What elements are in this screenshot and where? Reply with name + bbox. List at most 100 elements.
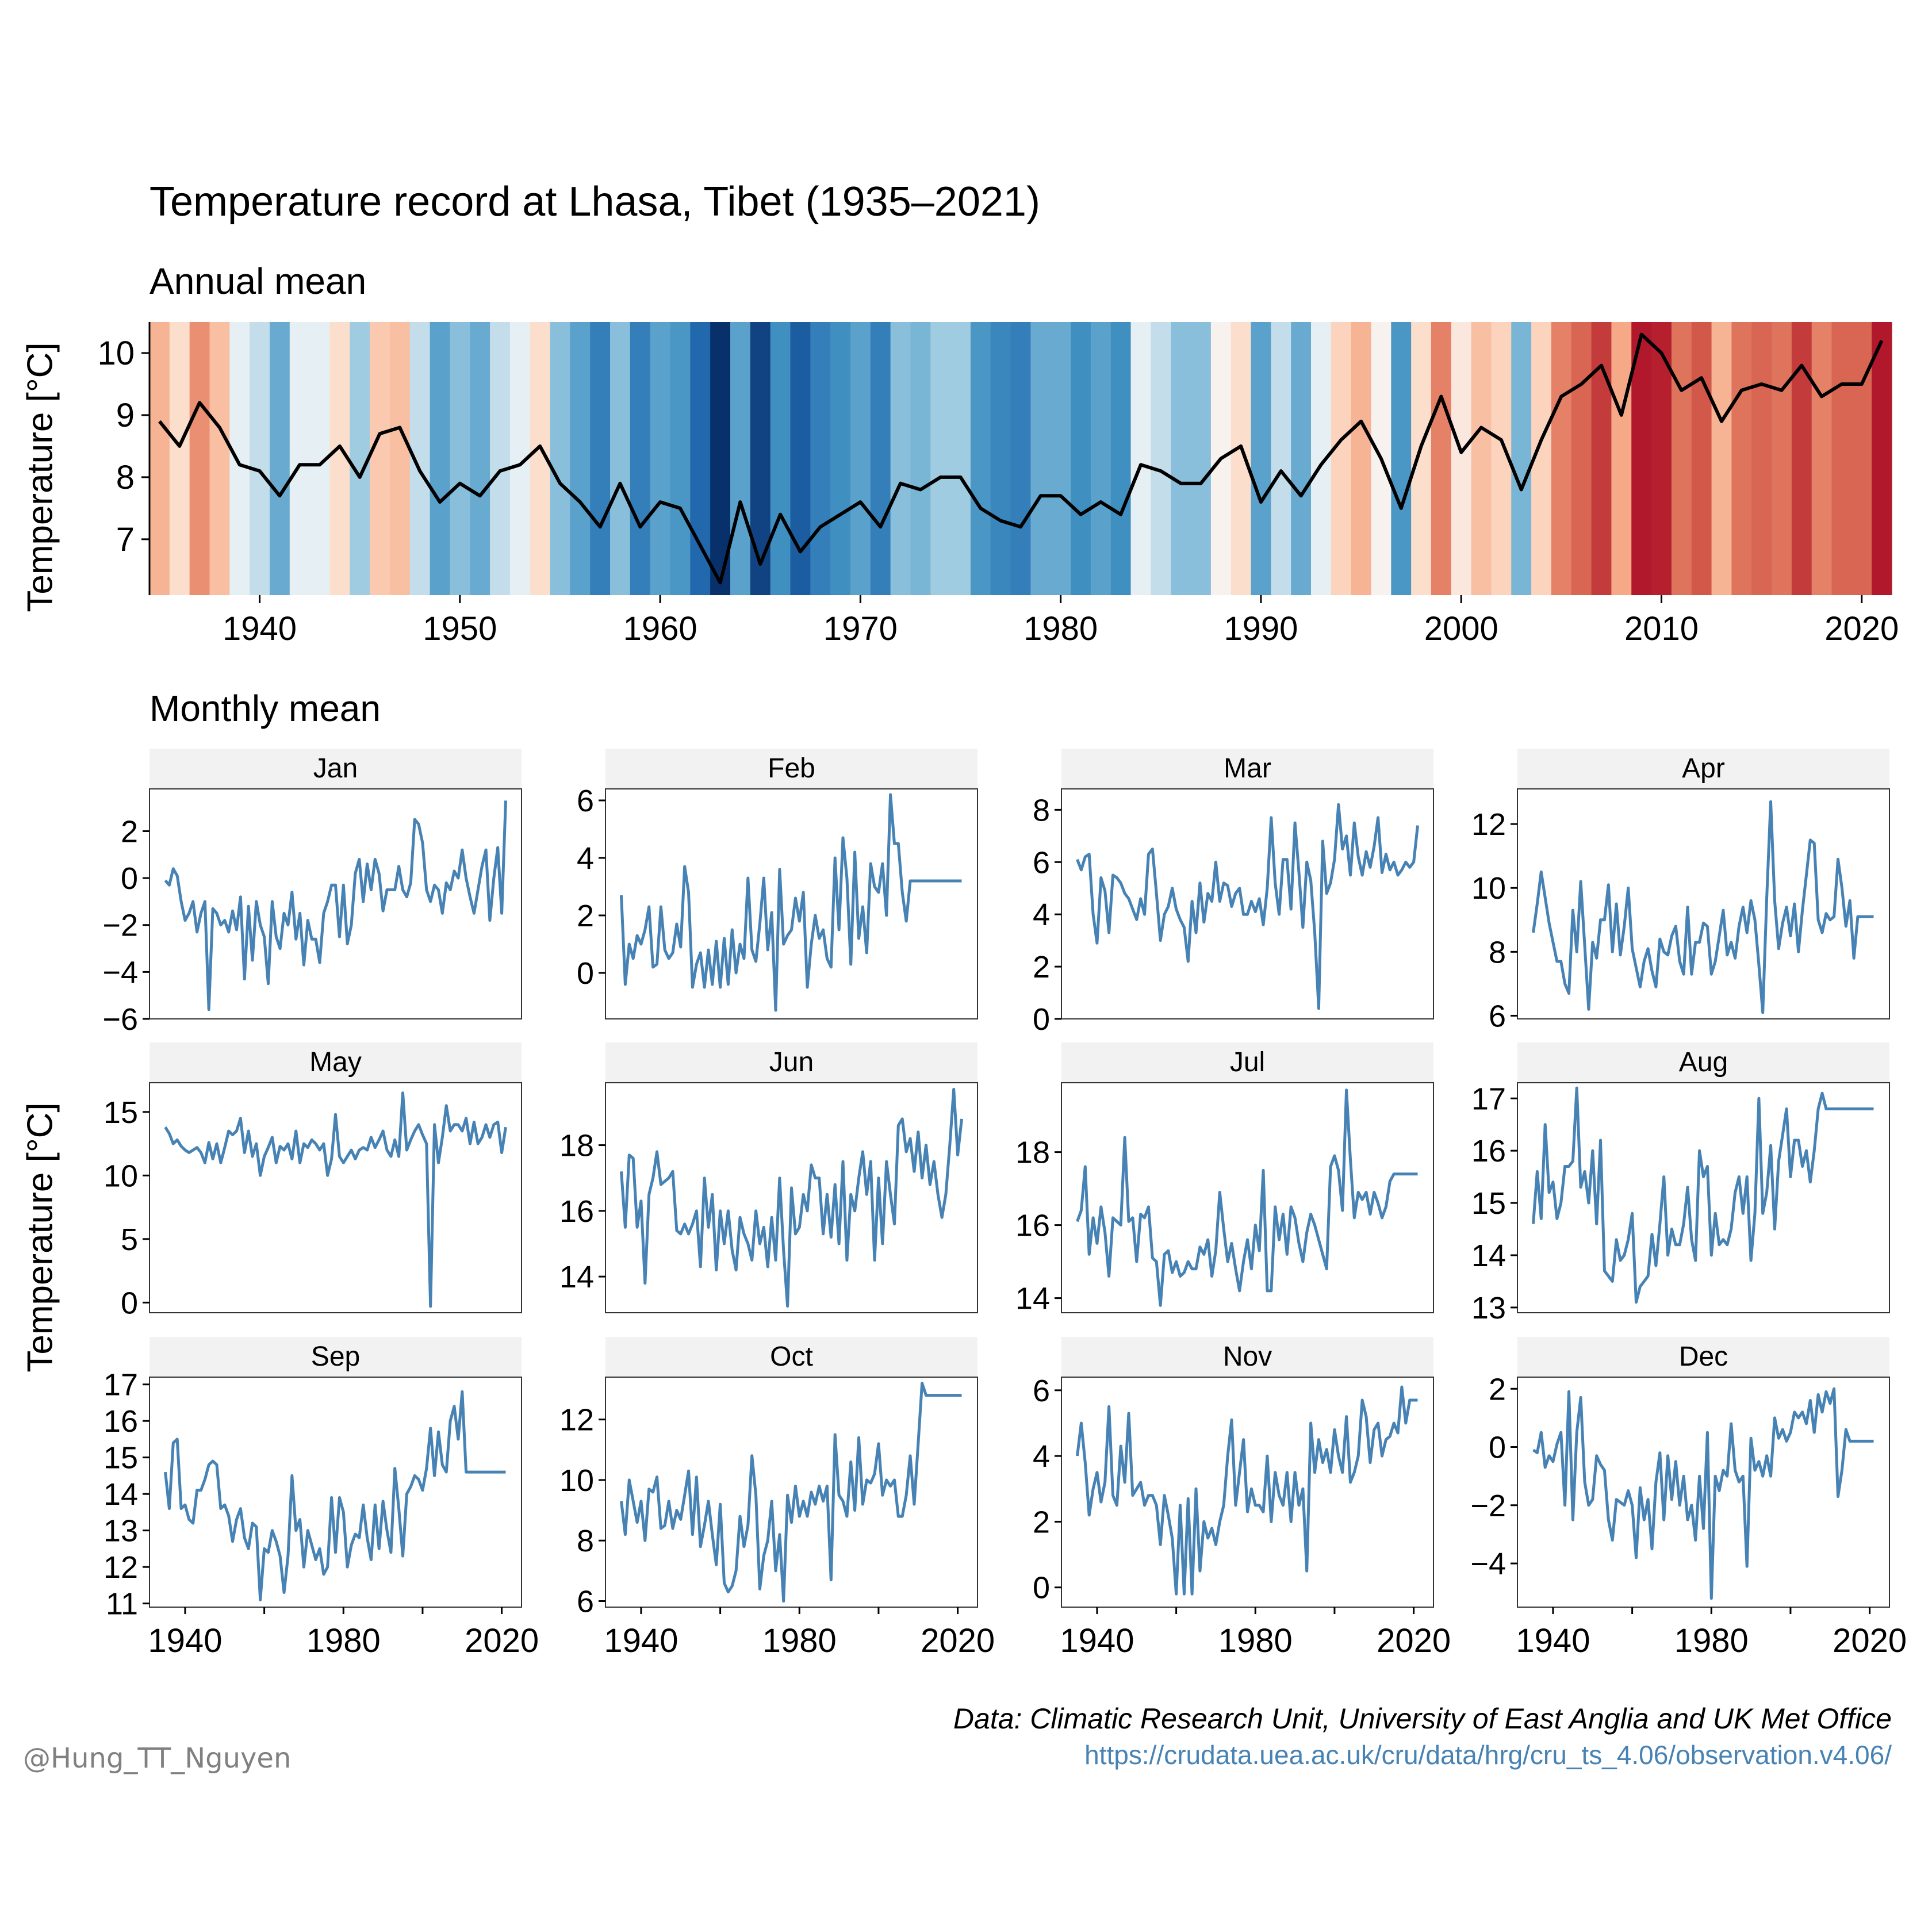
monthly-series-line xyxy=(1532,1387,1874,1600)
warming-stripe xyxy=(830,322,851,595)
monthly-series-line xyxy=(1076,803,1419,1010)
x-tick-label: 1980 xyxy=(762,1622,837,1659)
y-tick-label: 12 xyxy=(1471,807,1506,842)
facet-panel xyxy=(1517,1082,1890,1313)
warming-stripe xyxy=(1230,322,1252,595)
facet-jul: Jul 14 16 18 xyxy=(1015,1042,1434,1316)
facet-nov: Nov 0 2 4 6 1940 1980 2020 xyxy=(1033,1337,1451,1659)
annual-y-tick-label: 9 xyxy=(116,397,135,434)
facet-panel xyxy=(605,1377,978,1608)
facet-label: Feb xyxy=(768,753,815,784)
facet-strip xyxy=(150,1337,522,1377)
warming-stripe xyxy=(289,322,310,595)
y-tick-label: 6 xyxy=(577,784,594,818)
facet-label: Apr xyxy=(1682,753,1725,784)
y-tick-label: −4 xyxy=(1470,1547,1506,1581)
facet-mar: Mar 0 2 4 6 8 xyxy=(1033,749,1434,1037)
y-tick-label: −2 xyxy=(1470,1489,1506,1523)
monthly-series-line xyxy=(620,793,962,1012)
y-tick-label: 0 xyxy=(1033,1571,1050,1605)
warming-stripe xyxy=(1851,322,1872,595)
x-tick-label: 1940 xyxy=(1060,1622,1134,1659)
facet-dec: Dec −4 −2 0 2 1940 1980 2020 xyxy=(1470,1337,1907,1659)
warming-stripe xyxy=(1551,322,1572,595)
warming-stripe xyxy=(650,322,671,595)
warming-stripe xyxy=(1110,322,1132,595)
facet-label: Sep xyxy=(311,1341,360,1372)
warming-stripe xyxy=(1831,322,1852,595)
y-tick-label: 17 xyxy=(1471,1082,1506,1116)
y-tick-label: 17 xyxy=(103,1368,138,1402)
warming-stripe xyxy=(450,322,470,595)
x-tick-label: 1980 xyxy=(1218,1622,1293,1659)
warming-stripe xyxy=(1271,322,1291,595)
y-tick-label: 8 xyxy=(1489,935,1506,969)
y-tick-label: 14 xyxy=(559,1260,594,1294)
y-tick-label: 2 xyxy=(1489,1372,1506,1406)
y-tick-label: 4 xyxy=(1033,1439,1050,1474)
x-tick-label: 1940 xyxy=(604,1622,678,1659)
facet-label: Dec xyxy=(1679,1341,1728,1372)
y-tick-label: 2 xyxy=(1033,950,1050,984)
facet-panel xyxy=(605,788,978,1019)
warming-stripe xyxy=(1291,322,1312,595)
warming-stripe xyxy=(1611,322,1632,595)
warming-stripe xyxy=(229,322,250,595)
author-credit: @Hung_TT_Nguyen xyxy=(23,1742,292,1774)
warming-stripe xyxy=(1451,322,1472,595)
y-tick-label: 16 xyxy=(1471,1134,1506,1168)
warming-stripe xyxy=(470,322,490,595)
y-tick-label: 16 xyxy=(1015,1209,1050,1243)
y-tick-label: 11 xyxy=(106,1587,138,1621)
source-link[interactable]: https://crudata.uea.ac.uk/cru/data/hrg/c… xyxy=(1084,1740,1892,1770)
y-tick-label: 6 xyxy=(1033,1374,1050,1408)
y-tick-label: 14 xyxy=(103,1477,138,1512)
annual-x-tick-label: 1970 xyxy=(823,610,898,647)
y-tick-label: −4 xyxy=(102,955,138,990)
y-tick-label: 0 xyxy=(121,861,138,896)
warming-stripe xyxy=(1751,322,1772,595)
y-tick-label: 14 xyxy=(1015,1282,1050,1316)
facet-oct: Oct 6 8 10 12 1940 1980 2020 xyxy=(559,1337,995,1659)
warming-stripe xyxy=(1431,322,1452,595)
warming-stripe xyxy=(490,322,511,595)
facet-strip xyxy=(1517,749,1889,789)
facet-strip xyxy=(1061,749,1433,789)
x-tick-label: 2020 xyxy=(1377,1622,1451,1659)
y-tick-label: 4 xyxy=(1033,898,1050,932)
x-tick-label: 1940 xyxy=(148,1622,222,1659)
facet-label: Jul xyxy=(1230,1047,1265,1078)
warming-stripe xyxy=(1772,322,1792,595)
facet-apr: Apr 6 8 10 12 xyxy=(1471,749,1890,1033)
warming-stripe xyxy=(870,322,891,595)
warming-stripe xyxy=(810,322,831,595)
warming-stripe xyxy=(1030,322,1051,595)
y-tick-label: 0 xyxy=(1033,1002,1050,1037)
warming-stripe xyxy=(610,322,631,595)
facet-strip xyxy=(605,1337,977,1377)
monthly-series-line xyxy=(1532,1086,1874,1304)
warming-stripe xyxy=(1471,322,1492,595)
warming-stripe xyxy=(550,322,570,595)
warming-stripe xyxy=(1191,322,1212,595)
annual-x-tick-label: 2010 xyxy=(1624,610,1699,647)
warming-stripe xyxy=(169,322,190,595)
warming-stripe xyxy=(1351,322,1372,595)
y-tick-label: 10 xyxy=(1471,871,1506,906)
facet-feb: Feb 0 2 4 6 xyxy=(577,749,978,1019)
annual-x-tick-label: 1980 xyxy=(1023,610,1098,647)
annual-y-tick-label: 10 xyxy=(97,335,135,372)
warming-stripe xyxy=(1731,322,1752,595)
warming-stripe xyxy=(209,322,230,595)
warming-stripe xyxy=(1571,322,1592,595)
annual-y-tick-label: 8 xyxy=(116,459,135,496)
facet-panel xyxy=(149,1377,522,1608)
warming-stripe xyxy=(690,322,711,595)
warming-stripe xyxy=(1411,322,1432,595)
y-tick-label: 6 xyxy=(1489,999,1506,1033)
y-tick-label: 0 xyxy=(577,956,594,991)
y-tick-label: 15 xyxy=(1471,1186,1506,1221)
facet-panel xyxy=(1061,788,1434,1019)
warming-stripe xyxy=(910,322,931,595)
